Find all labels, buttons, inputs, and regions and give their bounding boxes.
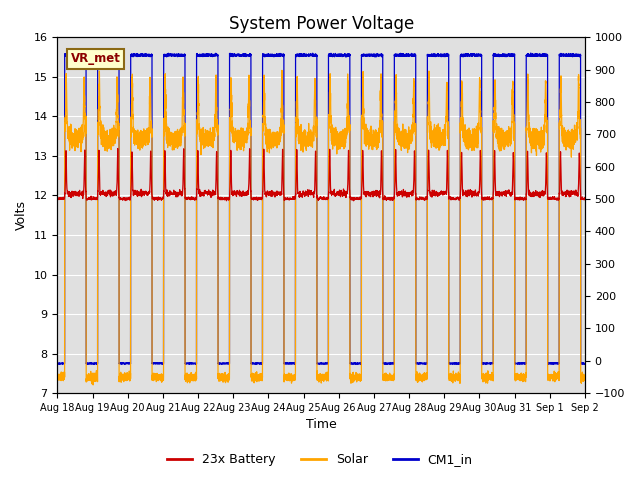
- Title: System Power Voltage: System Power Voltage: [228, 15, 414, 33]
- X-axis label: Time: Time: [306, 419, 337, 432]
- Legend: 23x Battery, Solar, CM1_in: 23x Battery, Solar, CM1_in: [163, 448, 477, 471]
- Y-axis label: Volts: Volts: [15, 200, 28, 230]
- Text: VR_met: VR_met: [70, 52, 120, 65]
